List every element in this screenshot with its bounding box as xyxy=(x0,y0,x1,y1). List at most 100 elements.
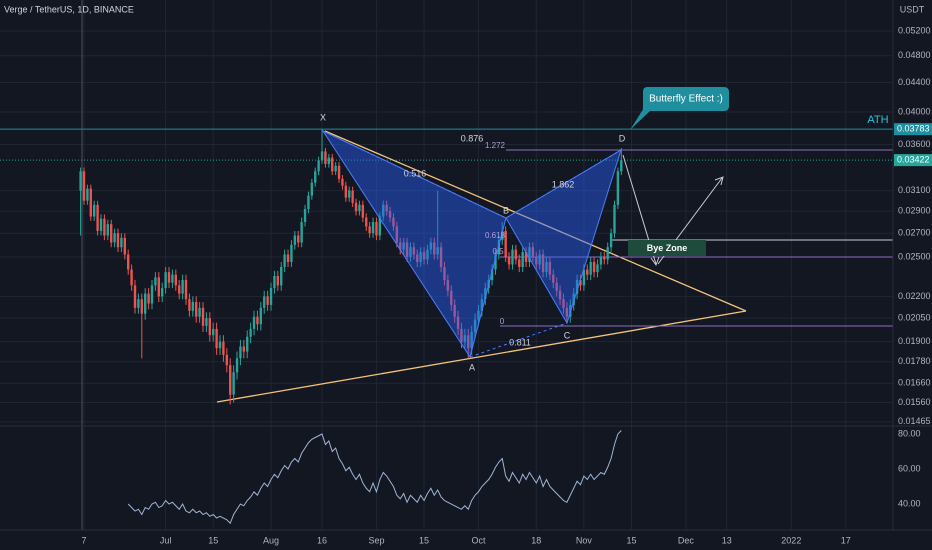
candle-body xyxy=(409,247,412,257)
zone-box xyxy=(628,240,706,256)
candle-body xyxy=(79,171,82,191)
candle-body xyxy=(225,354,229,366)
candle-body xyxy=(504,230,507,257)
candle-body xyxy=(378,216,382,236)
candles xyxy=(79,129,623,405)
candle-body xyxy=(426,249,429,260)
candle-body xyxy=(361,204,365,218)
price-tag-label: 0.03783 xyxy=(897,124,930,134)
candle-body xyxy=(416,254,419,262)
candle-body xyxy=(181,280,184,294)
candle-body xyxy=(463,335,467,342)
candle-body xyxy=(558,290,562,300)
candle-body xyxy=(280,266,283,286)
candle-body xyxy=(263,296,266,308)
candle-body xyxy=(620,160,623,172)
candle-body xyxy=(555,282,558,291)
candle-body xyxy=(422,252,426,260)
rsi-tick-label: 80.00 xyxy=(898,428,921,438)
x-tick-label: 15 xyxy=(626,535,636,545)
y-tick-label: 0.02900 xyxy=(898,206,931,216)
y-tick-label: 0.01780 xyxy=(898,356,931,366)
point-label: X xyxy=(320,112,326,122)
candle-body xyxy=(565,307,569,317)
candle-body xyxy=(246,336,249,352)
candle-body xyxy=(507,256,511,265)
candle-body xyxy=(484,288,487,300)
candle-body xyxy=(609,233,613,248)
candle-body xyxy=(133,285,137,308)
candle-body xyxy=(473,319,477,333)
candle-body xyxy=(433,242,436,255)
candle-body xyxy=(456,316,460,329)
candle-body xyxy=(229,365,232,395)
candle-body xyxy=(123,237,126,255)
candle-body xyxy=(511,249,514,265)
candle-body xyxy=(212,328,215,336)
y-tick-label: 0.04000 xyxy=(898,106,931,116)
x-tick-label: 2022 xyxy=(781,535,801,545)
candle-body xyxy=(382,204,385,217)
candle-body xyxy=(120,237,123,248)
y-tick-label: 0.03100 xyxy=(898,185,931,195)
candle-body xyxy=(405,242,409,257)
candle-body xyxy=(171,274,174,283)
ratio-label: 0.618 xyxy=(485,231,506,240)
candle-body xyxy=(446,280,450,291)
candle-body xyxy=(184,280,188,300)
candle-body xyxy=(596,264,599,273)
callout-label: Butterfly Effect :) xyxy=(649,94,723,105)
candle-body xyxy=(616,171,620,205)
x-tick-label: Nov xyxy=(576,535,593,545)
x-tick-label: Aug xyxy=(263,535,279,545)
x-tick-label: 16 xyxy=(317,535,327,545)
candle-body xyxy=(239,346,242,359)
candle-body xyxy=(606,247,609,260)
candle-body xyxy=(562,299,565,308)
candle-body xyxy=(93,204,96,217)
ath-label: ATH xyxy=(867,114,888,126)
trend-lines xyxy=(216,130,893,403)
candle-body xyxy=(144,293,147,314)
candle-body xyxy=(354,202,358,212)
candle-body xyxy=(402,242,405,250)
candle-body xyxy=(276,276,280,286)
candle-body xyxy=(334,165,337,172)
x-tick-label: Sep xyxy=(368,535,384,545)
candle-body xyxy=(154,277,157,286)
candle-body xyxy=(392,217,395,227)
candle-body xyxy=(82,171,86,201)
candle-body xyxy=(592,261,596,273)
candle-body xyxy=(140,299,143,314)
candle-body xyxy=(286,254,290,262)
candle-body xyxy=(188,299,191,311)
x-tick-label: Dec xyxy=(678,535,695,545)
candle-body xyxy=(436,247,439,255)
candle-body xyxy=(89,188,92,217)
candle-body xyxy=(195,302,198,317)
x-tick-label: Jul xyxy=(160,535,172,545)
y-tick-label: 0.05200 xyxy=(898,25,931,35)
candle-body xyxy=(453,304,456,317)
ratio-label: 0.5 xyxy=(492,247,504,256)
candle-body xyxy=(450,290,453,305)
candle-body xyxy=(365,217,368,227)
candle-body xyxy=(269,288,273,305)
candle-body xyxy=(535,256,538,265)
candle-body xyxy=(164,272,167,289)
rsi-line xyxy=(127,430,622,525)
candle-body xyxy=(494,254,497,270)
rsi-tick-label: 60.00 xyxy=(898,463,921,473)
candle-body xyxy=(283,254,286,267)
candle-body xyxy=(531,247,535,257)
candle-body xyxy=(331,157,334,172)
candle-body xyxy=(147,293,150,304)
candle-body xyxy=(130,269,133,286)
callout-box xyxy=(630,87,729,130)
pattern-ac xyxy=(469,322,568,358)
candle-body xyxy=(439,247,443,267)
zone-label: Bye Zone xyxy=(647,243,688,253)
candle-body xyxy=(399,242,402,250)
candle-body xyxy=(96,204,99,231)
